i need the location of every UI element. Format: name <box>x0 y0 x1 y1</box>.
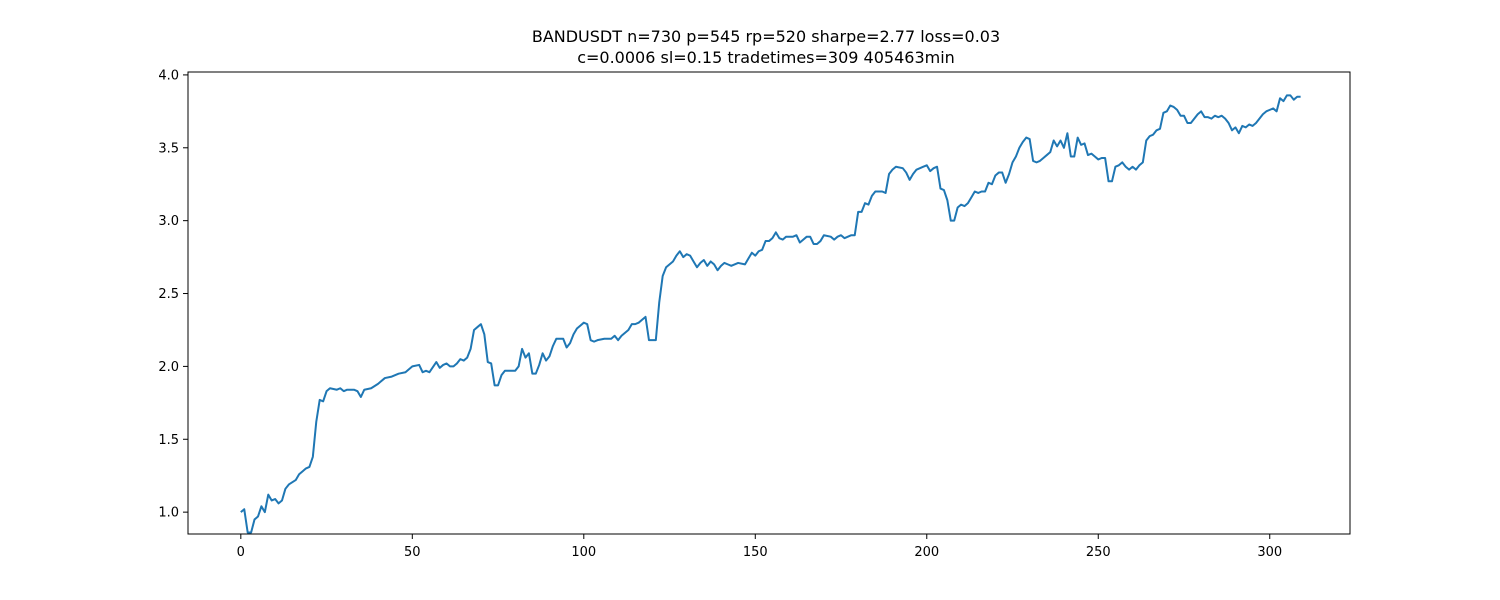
y-tick-label: 1.0 <box>158 506 179 521</box>
y-tick-label: 3.0 <box>158 214 179 229</box>
x-tick-label: 200 <box>914 545 939 560</box>
x-tick-label: 300 <box>1257 545 1282 560</box>
y-tick-label: 2.0 <box>158 360 179 375</box>
x-tick-label: 0 <box>237 545 245 560</box>
y-tick-label: 3.5 <box>158 141 179 156</box>
x-tick-label: 250 <box>1086 545 1111 560</box>
plot-area: 0 50 100 150 200 250 300 1.0 1.5 2.0 2.5 3.0 3.5 4.0 <box>158 68 1351 560</box>
y-tick-label: 4.0 <box>158 68 179 83</box>
y-tick-label: 1.5 <box>158 433 179 448</box>
x-tick-label: 50 <box>404 545 421 560</box>
x-tick-label: 150 <box>743 545 768 560</box>
chart-title-line-2: c=0.0006 sl=0.15 tradetimes=309 405463mi… <box>577 48 955 67</box>
y-tick-label: 2.5 <box>158 287 179 302</box>
x-axis: 0 50 100 150 200 250 300 <box>237 534 1282 560</box>
axes-frame <box>187 71 1351 535</box>
y-axis: 1.0 1.5 2.0 2.5 3.0 3.5 4.0 <box>158 68 188 521</box>
x-tick-label: 100 <box>571 545 596 560</box>
series-line <box>240 94 1301 534</box>
chart-title-line-1: BANDUSDT n=730 p=545 rp=520 sharpe=2.77 … <box>532 27 1000 46</box>
